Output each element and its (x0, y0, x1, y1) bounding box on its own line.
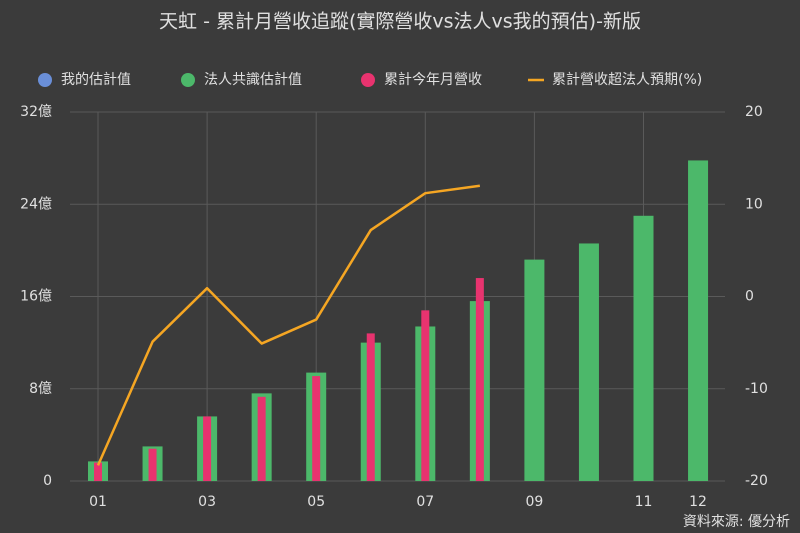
x-tick-label: 03 (198, 494, 216, 510)
y-tick-label: 32億 (20, 104, 52, 120)
legend-label: 我的估計值 (61, 72, 131, 88)
legend-swatch (38, 73, 52, 87)
y2-tick-label: -20 (745, 473, 768, 489)
x-tick-label: 11 (635, 494, 653, 510)
y-tick-label: 0 (43, 473, 52, 489)
x-tick-label: 05 (307, 494, 325, 510)
bar (312, 376, 321, 481)
bar (475, 278, 484, 481)
bar (421, 310, 430, 481)
x-tick-label: 09 (525, 494, 543, 510)
bar (94, 462, 102, 481)
y2-tick-label: 0 (745, 289, 754, 305)
y2-tick-label: 10 (745, 196, 763, 212)
legend-label: 累計營收超法人預期(%) (552, 72, 702, 88)
bar (366, 333, 375, 481)
legend-label: 累計今年月營收 (384, 72, 482, 88)
y-tick-label: 8億 (29, 381, 52, 397)
bar (688, 160, 709, 481)
x-tick-label: 01 (89, 494, 107, 510)
legend-label: 法人共識估計值 (204, 72, 302, 88)
x-tick-label: 12 (689, 494, 707, 510)
bar (257, 396, 266, 481)
bar (578, 243, 599, 481)
bar (633, 215, 654, 481)
bar (524, 259, 545, 481)
y-tick-label: 16億 (20, 289, 52, 305)
y-tick-label: 24億 (20, 196, 52, 212)
bar (148, 448, 157, 481)
source: 資料來源: 優分析 (683, 514, 790, 530)
x-tick-label: 07 (416, 494, 434, 510)
chart-title: 天虹 - 累計月營收追蹤(實際營收vs法人vs我的預估)-新版 (159, 11, 641, 33)
y2-tick-label: -10 (745, 381, 768, 397)
bar (203, 416, 212, 481)
legend-swatch (181, 73, 195, 87)
y2-tick-label: 20 (745, 104, 763, 120)
legend-swatch (361, 73, 375, 87)
line (96, 184, 481, 466)
